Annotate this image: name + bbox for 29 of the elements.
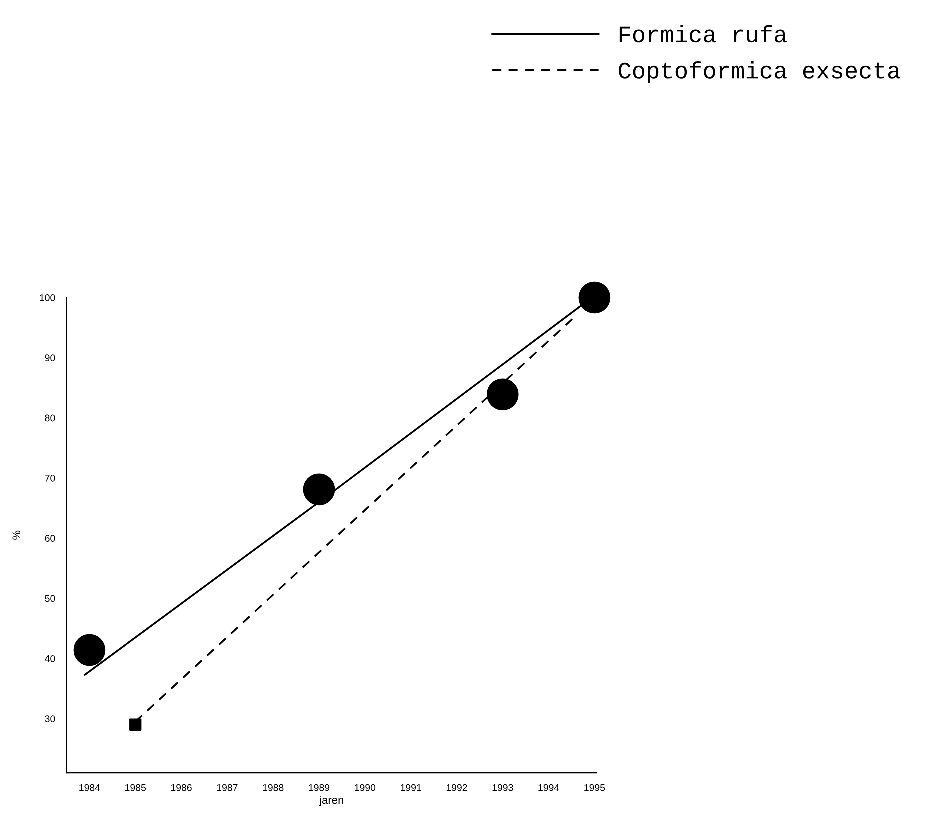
x-tick-label: 1984 bbox=[80, 784, 100, 792]
x-tick-label: 1992 bbox=[446, 784, 468, 792]
point bbox=[578, 282, 611, 314]
legend-label: Formica rufa bbox=[620, 25, 787, 43]
x-axis-title: jaren bbox=[319, 796, 344, 806]
point bbox=[130, 718, 142, 731]
y-tick-label: 80 bbox=[45, 414, 56, 422]
point bbox=[74, 634, 106, 666]
x-tick-label: 1990 bbox=[355, 784, 376, 792]
y-tick-label: 90 bbox=[45, 354, 56, 362]
x-tick-label: 1995 bbox=[584, 784, 606, 792]
y-tick-label: 40 bbox=[45, 655, 56, 662]
x-tick-label: 1986 bbox=[171, 784, 192, 792]
point bbox=[303, 474, 336, 506]
x-tick-label: 1993 bbox=[492, 784, 514, 792]
legend-label: Coptoformica exsecta bbox=[619, 62, 900, 84]
y-tick-label: 30 bbox=[45, 716, 56, 722]
x-tick-label: 1987 bbox=[217, 784, 238, 792]
x-tick-label: 1989 bbox=[309, 784, 330, 792]
y-tick-label: 50 bbox=[45, 595, 56, 602]
point bbox=[486, 378, 519, 411]
x-tick-label: 1994 bbox=[538, 784, 560, 792]
y-tick-label: 60 bbox=[45, 535, 56, 542]
y-tick-label: 100 bbox=[40, 294, 56, 302]
y-tick-label: 70 bbox=[45, 474, 56, 482]
x-tick-label: 1988 bbox=[263, 784, 284, 792]
x-tick-label: 1985 bbox=[126, 784, 146, 792]
x-tick-label: 1991 bbox=[400, 784, 422, 792]
y-axis-title: % bbox=[12, 530, 21, 540]
